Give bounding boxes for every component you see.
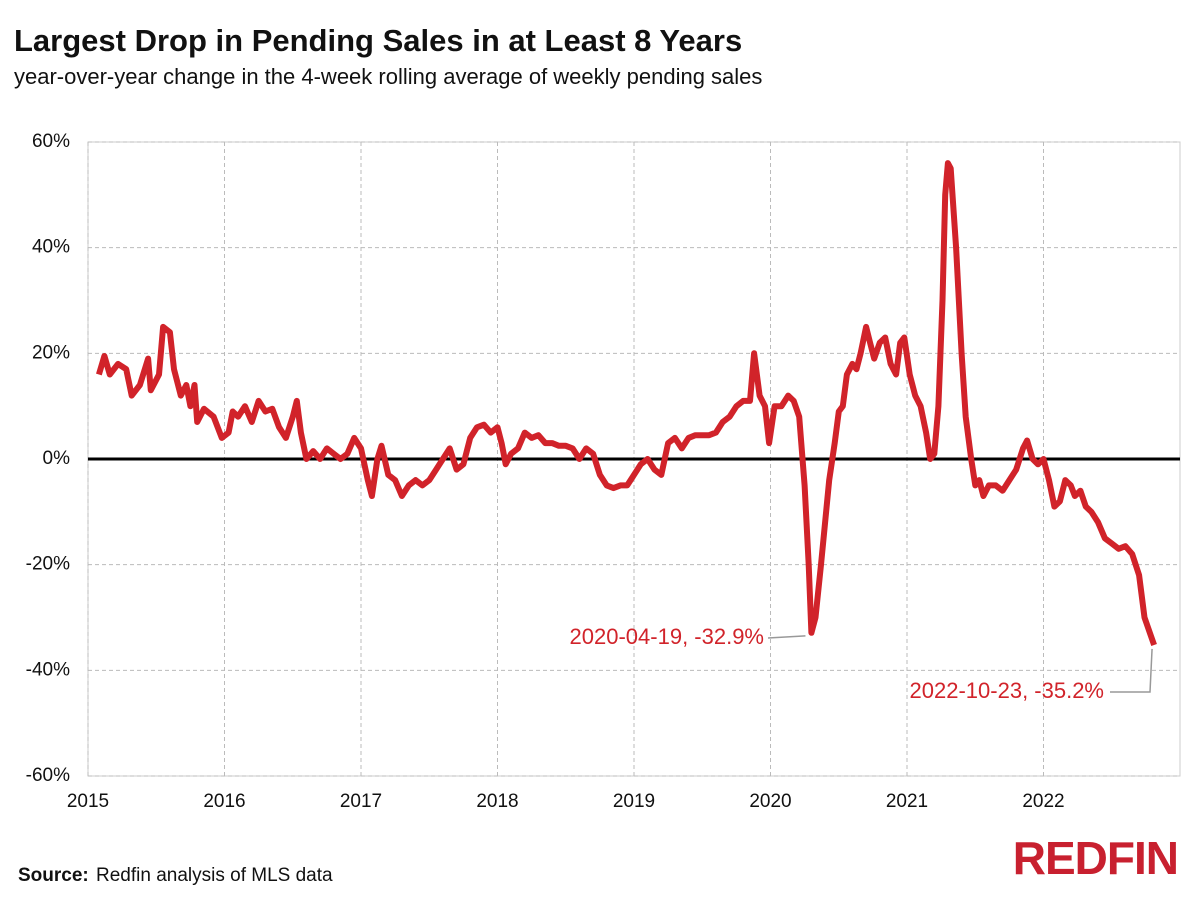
y-tick-label: 60% [32, 131, 70, 152]
annotation-leader [767, 635, 806, 639]
x-tick-label: 2017 [340, 791, 382, 812]
x-tick-label: 2015 [67, 791, 109, 812]
x-tick-label: 2020 [749, 791, 791, 812]
chart-subtitle: year-over-year change in the 4-week roll… [14, 64, 762, 89]
y-tick-label: -40% [26, 659, 70, 680]
y-tick-label: 20% [32, 342, 70, 363]
y-tick-label: 0% [43, 448, 71, 469]
x-tick-label: 2016 [203, 791, 245, 812]
x-tick-label: 2021 [886, 791, 928, 812]
x-tick-label: 2018 [476, 791, 518, 812]
annotation: 2022-10-23, -35.2% [910, 678, 1104, 703]
brand-logo: REDFIN [1013, 832, 1178, 884]
chart-title: Largest Drop in Pending Sales in at Leas… [14, 23, 742, 58]
y-tick-label: -20% [26, 554, 70, 575]
line-series [96, 160, 1157, 646]
source: Redfin analysis of MLS data [96, 865, 333, 886]
annotation-leader [1110, 648, 1153, 693]
y-tick-label: -60% [26, 765, 70, 786]
x-tick-label: 2022 [1022, 791, 1064, 812]
annotation: 2020-04-19, -32.9% [570, 624, 764, 649]
y-tick-label: 40% [32, 237, 70, 258]
x-tick-label: 2019 [613, 791, 655, 812]
source-label: Source: [18, 865, 89, 886]
